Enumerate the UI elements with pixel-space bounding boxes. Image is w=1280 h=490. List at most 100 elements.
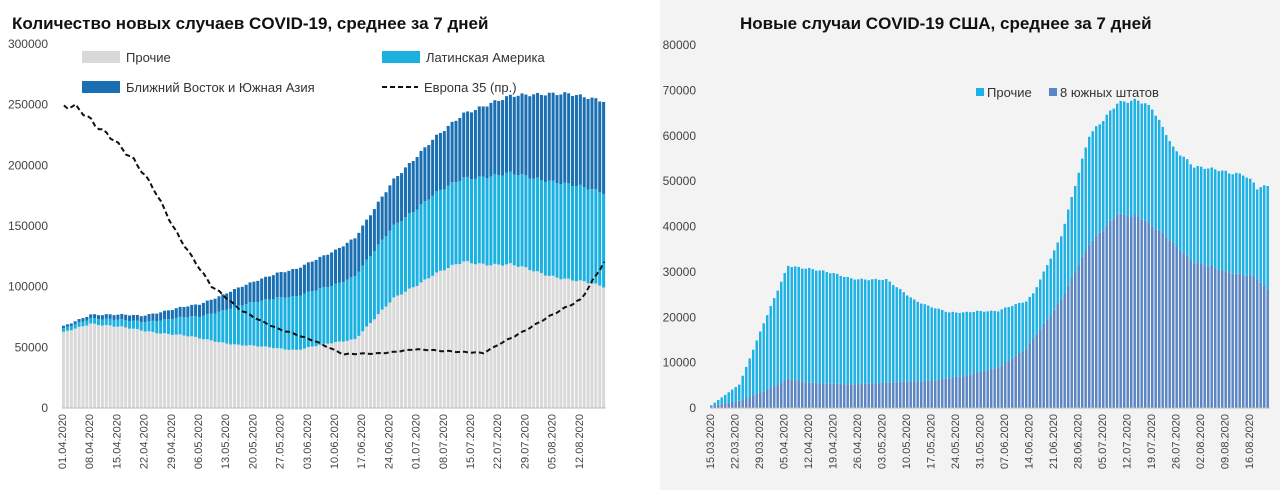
bar-Ближний Восток и Южная Азия [271,275,275,300]
bar-Ближний Восток и Южная Азия [477,106,481,177]
bar-Латинская Америка [209,313,213,341]
bar-Прочие [843,276,846,385]
bar-Латинская Америка [477,176,481,264]
europe-line [63,102,605,356]
bar-Прочие [916,301,919,382]
bar-Латинская Америка [170,319,174,335]
bar-Латинская Америка [244,304,248,346]
bar-8 южных штатов [1168,240,1171,408]
bar-Ближний Восток и Южная Азия [264,276,268,300]
x-tick-label: 26.07.2020 [1171,414,1183,469]
bar-Прочие [909,297,912,382]
bar-Прочие [832,273,835,384]
bar-8 южных штатов [948,378,951,408]
bar-Ближний Восток и Южная Азия [291,268,295,297]
bar-8 южных штатов [804,382,807,408]
bar-8 южных штатов [1231,274,1234,408]
x-tick-label: 24.05.2020 [950,414,962,469]
bar-8 южных штатов [892,382,895,408]
bar-Прочие [435,272,439,408]
x-tick-label: 16.08.2020 [1244,414,1256,469]
bar-8 южных штатов [944,378,947,408]
bar-Ближний Восток и Южная Азия [539,94,543,180]
bar-Прочие [403,291,407,408]
bar-Ближний Восток и Южная Азия [380,196,384,240]
bar-Латинская Америка [221,310,225,343]
bar-Прочие [1263,185,1266,286]
bar-Ближний Восток и Южная Азия [131,314,135,321]
bar-8 южных штатов [794,380,797,408]
bar-Прочие [407,288,411,408]
bar-8 южных штатов [1049,315,1052,408]
bar-Прочие [955,312,958,377]
x-tick-label: 01.04.2020 [57,414,69,469]
bar-8 южных штатов [759,392,762,408]
bar-Прочие [213,341,217,408]
bar-Прочие [790,267,793,380]
bar-Прочие [1193,167,1196,264]
bar-Латинская Америка [423,201,427,280]
bar-Прочие [244,345,248,408]
bar-Прочие [1000,309,1003,366]
bar-Прочие [1077,172,1080,265]
bar-8 южных штатов [1252,275,1255,408]
bar-8 южных штатов [881,383,884,408]
bar-Прочие [108,325,112,408]
bar-Прочие [997,311,1000,368]
bar-Ближний Восток и Южная Азия [516,95,520,176]
bar-Ближний Восток и Южная Азия [353,238,357,277]
bar-Латинская Америка [283,297,287,350]
bar-8 южных штатов [1074,272,1077,408]
bar-Прочие [727,392,730,403]
bar-Латинская Америка [400,221,404,295]
bar-8 южных штатов [1228,272,1231,408]
bar-Ближний Восток и Южная Азия [334,249,338,284]
bar-Прочие [217,342,221,408]
bar-Латинская Америка [458,181,462,265]
bar-8 южных штатов [1196,262,1199,408]
bar-Латинская Америка [314,290,318,347]
bar-Прочие [1084,147,1087,251]
bar-Ближний Восток и Южная Азия [411,161,415,213]
bar-8 южных штатов [920,381,923,408]
bar-Ближний Восток и Южная Азия [225,293,229,310]
bar-Прочие [857,279,860,385]
x-tick-label: 07.06.2020 [999,414,1011,469]
bar-8 южных штатов [1053,309,1056,408]
bar-Прочие [1245,177,1248,276]
bar-Прочие [1116,103,1119,215]
bar-Латинская Америка [574,186,578,282]
bar-Прочие [337,341,341,408]
bar-Прочие [1189,164,1192,260]
bar-8 южных штатов [990,369,993,408]
bar-Прочие [306,347,310,408]
bar-Прочие [178,334,182,408]
bar-Латинская Америка [198,316,202,339]
bar-8 южных штатов [878,383,881,408]
bar-Латинская Америка [240,305,244,346]
bar-Прочие [822,270,825,384]
bar-Прочие [1210,167,1213,267]
y-tick-label: 50000 [15,340,49,354]
bar-Прочие [458,264,462,408]
bar-Латинская Америка [93,318,97,324]
bar-8 южных штатов [1098,232,1101,408]
bar-Прочие [151,331,155,408]
bar-Ближний Восток и Южная Азия [345,242,349,280]
bar-8 южных штатов [1256,279,1259,408]
bar-Латинская Америка [248,302,252,346]
bar-8 южных штатов [1025,348,1028,408]
bar-8 южных штатов [934,380,937,408]
bar-Латинская Америка [361,265,365,332]
bar-8 южных штатов [1084,250,1087,408]
bar-Латинская Америка [520,173,524,267]
x-tick-label: 29.07.2020 [519,414,531,469]
bar-Прочие [427,278,431,408]
bar-Прочие [720,397,723,405]
bar-Прочие [194,336,198,408]
bar-Прочие [895,287,898,383]
bar-Латинская Америка [232,306,236,345]
bar-Прочие [594,283,598,408]
bar-Прочие [937,308,940,380]
bar-Прочие [811,269,814,383]
